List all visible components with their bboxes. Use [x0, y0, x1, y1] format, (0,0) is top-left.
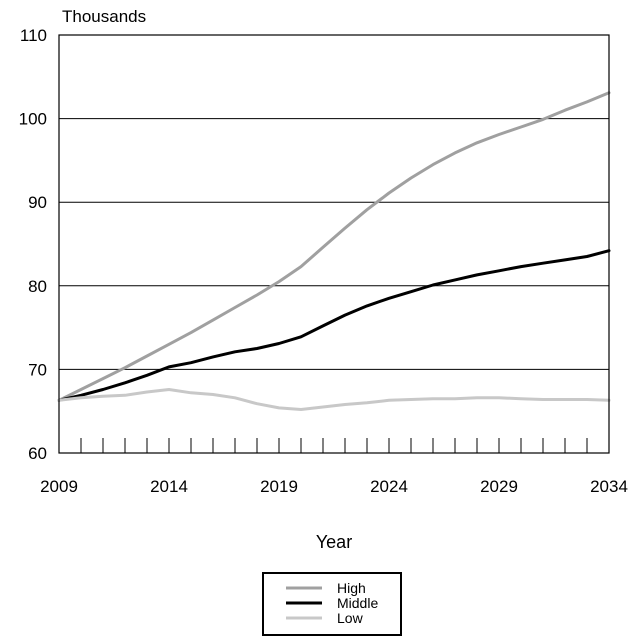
- x-tick-label: 2024: [370, 477, 408, 496]
- x-tick-label: 2029: [480, 477, 518, 496]
- plot-area-border: [58, 34, 610, 454]
- y-tick-label: 80: [28, 277, 47, 296]
- y-tick-label: 110: [20, 26, 47, 45]
- x-tick-labels: 2009 2014 2019 2024 2029 2034: [40, 477, 628, 496]
- x-tick-label: 2014: [150, 477, 188, 496]
- x-tick-label: 2009: [40, 477, 78, 496]
- legend-label-middle: Middle: [337, 595, 378, 611]
- x-axis-ticks: [80, 438, 588, 453]
- legend-label-low: Low: [337, 610, 364, 626]
- series-line-low: [57, 388, 611, 411]
- y-tick-label: 100: [19, 110, 47, 129]
- gridlines: [59, 118, 609, 370]
- x-axis-label: Year: [316, 532, 352, 552]
- y-tick-labels: 60 70 80 90 100 110: [19, 26, 47, 463]
- series-line-middle: [57, 249, 611, 402]
- y-tick-label: 60: [28, 444, 47, 463]
- x-tick-label: 2034: [590, 477, 628, 496]
- legend-label-high: High: [337, 580, 366, 596]
- legend-box: [262, 572, 402, 636]
- series-line-high: [57, 91, 611, 402]
- y-tick-label: 90: [28, 193, 47, 212]
- y-axis-label: Thousands: [62, 7, 146, 26]
- y-tick-label: 70: [28, 360, 47, 379]
- series-lines: [57, 91, 611, 411]
- x-tick-label: 2019: [260, 477, 298, 496]
